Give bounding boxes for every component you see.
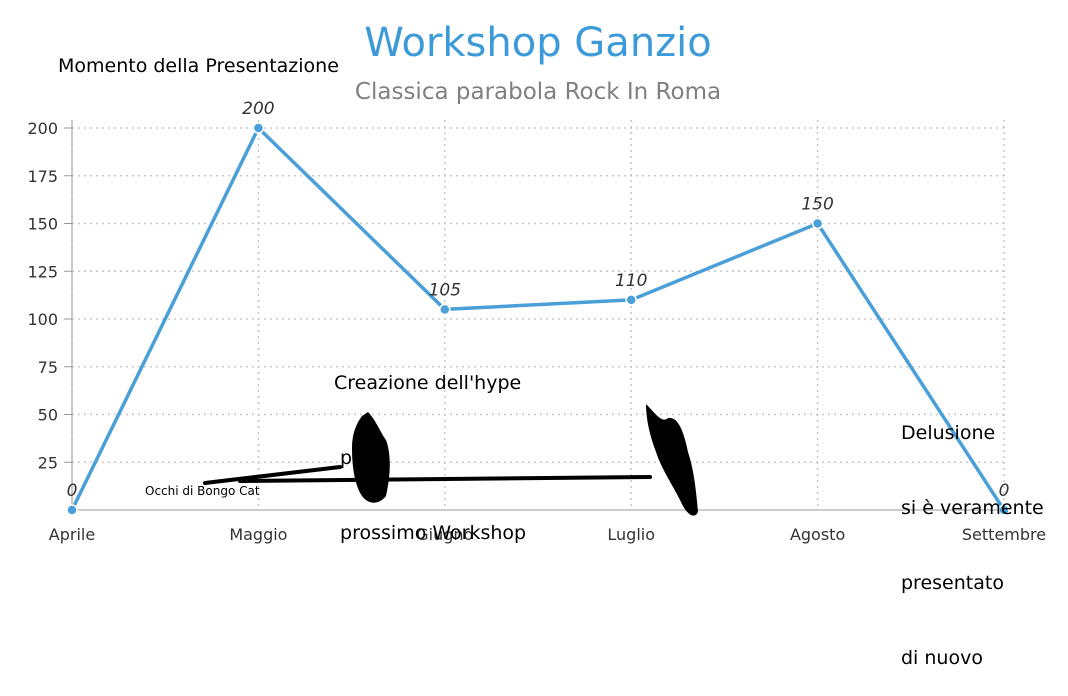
- annotation-delusione-line: di nuovo: [901, 647, 983, 669]
- series-line: [70, 126, 1006, 511]
- data-point: [66, 504, 78, 516]
- annotation-presentazione: Momento della Presentazione: [58, 55, 339, 77]
- annotation-hype-line: prossimo Workshop: [334, 522, 527, 544]
- y-tick-label: 100: [27, 310, 58, 329]
- annotation-delusione-line: Delusione: [901, 422, 996, 444]
- doodle-line-left: [203, 465, 342, 485]
- y-tick-label: 175: [27, 167, 58, 186]
- bongo-cat-eye-left: [352, 412, 390, 503]
- y-axis-ticks: 25 50 75 100 125 150 175 200: [27, 119, 72, 472]
- data-point: [998, 504, 1010, 516]
- data-point: [252, 122, 265, 134]
- x-axis-ticks: Aprile Maggio Giugno Luglio Agosto Settembre: [49, 525, 1046, 544]
- y-tick-label: 200: [27, 119, 58, 138]
- x-tick-label: Luglio: [607, 525, 655, 544]
- data-points: [66, 122, 1010, 516]
- y-tick-label: 50: [38, 406, 58, 425]
- x-tick-label: Aprile: [49, 525, 95, 544]
- y-tick-label: 75: [38, 358, 58, 377]
- chart-title: Workshop Ganzio: [364, 20, 712, 66]
- data-label: 150: [801, 195, 833, 215]
- annotation-hype-line: per il: [334, 447, 389, 469]
- annotation-hype: Creazione dell'hype per il prossimo Work…: [334, 321, 526, 571]
- line-chart: Workshop Ganzio Classica parabola Rock I…: [27, 20, 1046, 544]
- bongo-cat-doodle: [203, 404, 698, 516]
- data-point: [811, 217, 824, 230]
- data-label: 110: [615, 271, 647, 291]
- data-label: 200: [242, 99, 274, 119]
- x-tick-label: Giugno: [416, 525, 473, 544]
- data-point: [439, 303, 451, 316]
- chart-subtitle: Classica parabola Rock In Roma: [355, 79, 721, 105]
- data-label: 0: [67, 481, 78, 501]
- x-tick-label: Agosto: [790, 525, 845, 544]
- annotation-hype-line: Creazione dell'hype: [334, 372, 522, 394]
- y-tick-label: 25: [38, 453, 58, 472]
- bongo-cat-eye-right: [646, 404, 698, 516]
- y-tick-label: 125: [27, 262, 58, 281]
- grid-lines: [71, 120, 1005, 510]
- annotation-delusione: Delusione si è veramente presentato di n…: [901, 371, 1044, 696]
- doodle-line-long: [238, 475, 652, 483]
- annotation-delusione-line: si è veramente: [901, 497, 1044, 519]
- data-point: [625, 294, 637, 306]
- data-label: 105: [429, 280, 461, 300]
- y-tick-label: 150: [27, 215, 58, 234]
- annotation-bongo-cat: Occhi di Bongo Cat: [145, 484, 260, 498]
- data-label: 0: [999, 481, 1010, 501]
- data-labels: 0 200 105 110 150 0: [67, 99, 1010, 501]
- x-tick-label: Settembre: [962, 525, 1046, 544]
- annotation-delusione-line: presentato: [901, 572, 1004, 594]
- x-tick-label: Maggio: [229, 525, 287, 544]
